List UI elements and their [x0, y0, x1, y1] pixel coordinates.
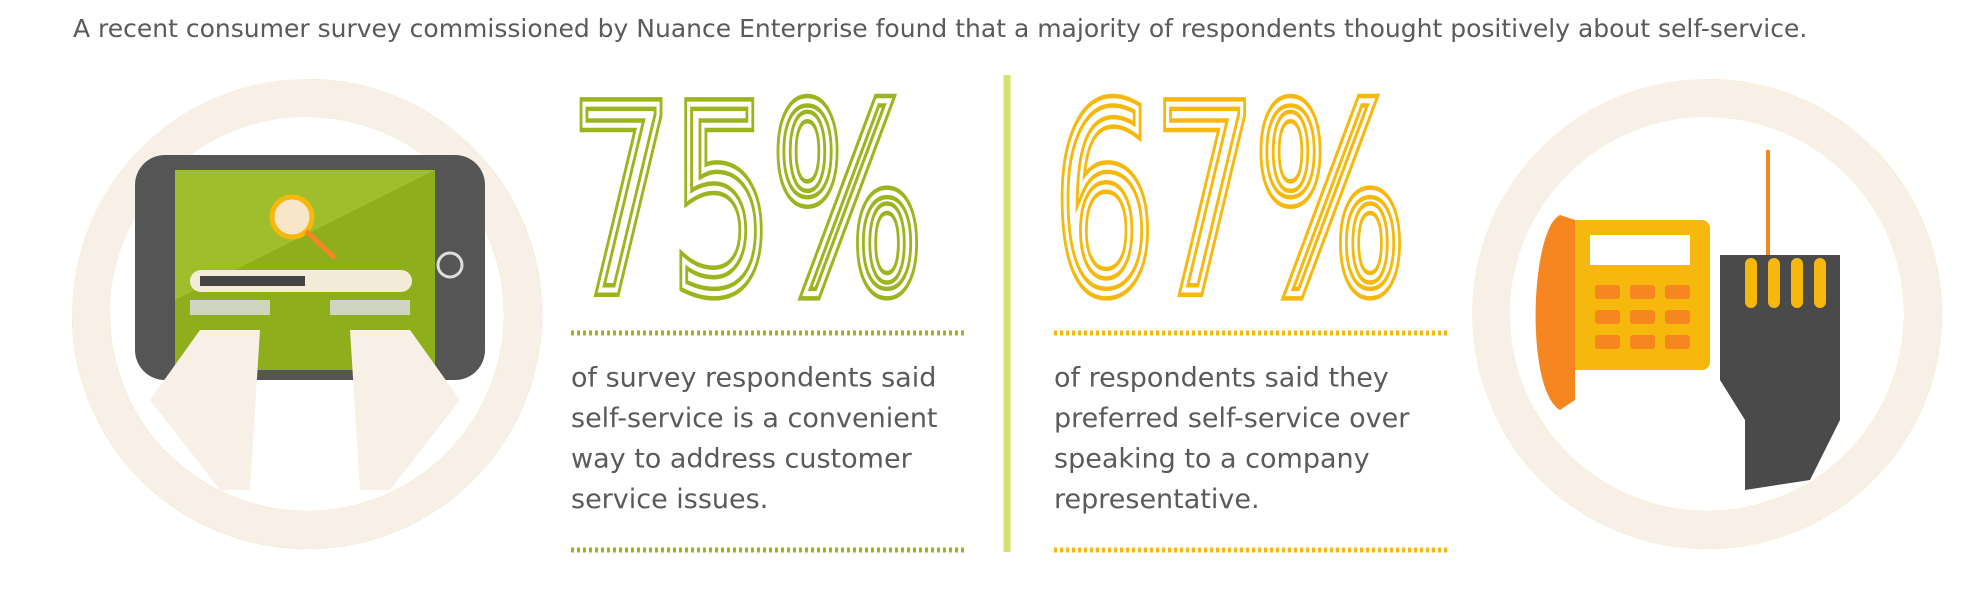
donut-track [1472, 79, 1942, 549]
donut-track [72, 79, 542, 549]
description-line: self-service is a convenient [571, 403, 938, 434]
big-number-outer: 67% [1054, 54, 1405, 351]
description-line: of survey respondents said [571, 363, 936, 394]
phone-illustration [1535, 150, 1840, 490]
description-line: representative. [1054, 484, 1260, 515]
description-line: preferred self-service over [1054, 403, 1410, 434]
description-line: service issues. [571, 484, 768, 515]
intro: A recent consumer survey commissioned by… [73, 14, 1807, 43]
big-number-inner: 75% [571, 54, 922, 351]
description-line: of respondents said they [1054, 363, 1389, 394]
big-number: 75%75% [565, 49, 927, 357]
big-number-inner: 67% [1054, 54, 1405, 351]
description-line: way to address customer [571, 444, 913, 475]
tablet-illustration [135, 155, 485, 490]
big-number: 67%67% [1048, 49, 1410, 357]
big-number-outer: 75% [571, 54, 922, 351]
description-line: speaking to a company [1054, 444, 1370, 475]
